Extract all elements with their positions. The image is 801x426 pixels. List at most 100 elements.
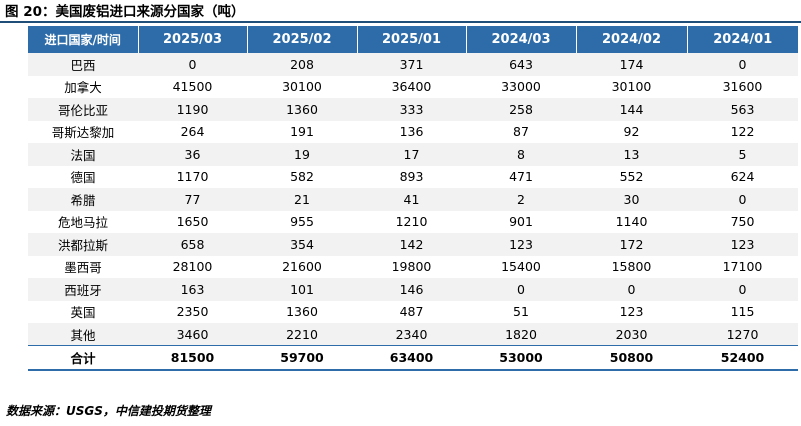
value-cell: 2350 <box>138 300 247 323</box>
value-cell: 15400 <box>466 255 576 278</box>
value-cell: 21600 <box>247 255 357 278</box>
value-cell: 30100 <box>247 75 357 98</box>
value-cell: 1270 <box>687 323 798 346</box>
column-header: 2025/03 <box>138 26 248 53</box>
value-cell: 264 <box>138 120 247 143</box>
value-cell: 101 <box>247 278 357 301</box>
value-cell: 1140 <box>576 210 687 233</box>
value-cell: 2030 <box>576 323 687 346</box>
column-header: 2024/03 <box>466 26 577 53</box>
value-cell: 0 <box>687 278 798 301</box>
value-cell: 0 <box>576 278 687 301</box>
value-cell: 28100 <box>138 255 247 278</box>
value-cell: 658 <box>138 233 247 256</box>
country-cell: 希腊 <box>28 188 138 211</box>
value-cell: 13 <box>576 143 687 166</box>
value-cell: 123 <box>466 233 576 256</box>
value-cell: 41500 <box>138 75 247 98</box>
value-cell: 1210 <box>357 210 466 233</box>
value-cell: 191 <box>247 120 357 143</box>
table-row: 希腊 77 21 41 2 30 0 <box>28 188 798 211</box>
value-cell: 146 <box>357 278 466 301</box>
value-cell: 1650 <box>138 210 247 233</box>
value-cell: 2340 <box>357 323 466 346</box>
value-cell: 0 <box>466 278 576 301</box>
value-cell: 563 <box>687 98 798 121</box>
value-cell: 643 <box>466 53 576 76</box>
value-cell: 21 <box>247 188 357 211</box>
value-cell: 142 <box>357 233 466 256</box>
value-cell: 77 <box>138 188 247 211</box>
value-cell: 5 <box>687 143 798 166</box>
value-cell: 17 <box>357 143 466 166</box>
value-cell: 333 <box>357 98 466 121</box>
country-cell: 哥伦比亚 <box>28 98 138 121</box>
table-row: 西班牙 163 101 146 0 0 0 <box>28 278 798 301</box>
value-cell: 144 <box>576 98 687 121</box>
total-cell: 50800 <box>576 345 687 371</box>
value-cell: 2210 <box>247 323 357 346</box>
value-cell: 750 <box>687 210 798 233</box>
country-cell: 洪都拉斯 <box>28 233 138 256</box>
value-cell: 17100 <box>687 255 798 278</box>
value-cell: 901 <box>466 210 576 233</box>
country-cell: 墨西哥 <box>28 255 138 278</box>
value-cell: 123 <box>687 233 798 256</box>
value-cell: 371 <box>357 53 466 76</box>
column-header: 2024/01 <box>687 26 798 53</box>
table-row: 哥伦比亚 1190 1360 333 258 144 563 <box>28 98 798 121</box>
value-cell: 15800 <box>576 255 687 278</box>
value-cell: 624 <box>687 165 798 188</box>
column-header: 2025/02 <box>247 26 358 53</box>
import-table: 进口国家/时间 2025/03 2025/02 2025/01 2024/03 … <box>28 26 798 371</box>
value-cell: 3460 <box>138 323 247 346</box>
column-header: 2025/01 <box>357 26 467 53</box>
value-cell: 163 <box>138 278 247 301</box>
total-label: 合计 <box>28 345 138 371</box>
value-cell: 123 <box>576 300 687 323</box>
value-cell: 2 <box>466 188 576 211</box>
value-cell: 1190 <box>138 98 247 121</box>
country-cell: 德国 <box>28 165 138 188</box>
total-cell: 81500 <box>138 345 247 371</box>
figure-title: 图 20：美国废铝进口来源分国家（吨） <box>5 4 245 20</box>
total-cell: 53000 <box>466 345 576 371</box>
country-cell: 西班牙 <box>28 278 138 301</box>
total-cell: 63400 <box>357 345 466 371</box>
value-cell: 174 <box>576 53 687 76</box>
value-cell: 19800 <box>357 255 466 278</box>
value-cell: 0 <box>138 53 247 76</box>
header-row: 进口国家/时间 2025/03 2025/02 2025/01 2024/03 … <box>28 26 798 53</box>
table-row: 危地马拉 1650 955 1210 901 1140 750 <box>28 210 798 233</box>
table-row: 德国 1170 582 893 471 552 624 <box>28 165 798 188</box>
country-cell: 法国 <box>28 143 138 166</box>
value-cell: 582 <box>247 165 357 188</box>
total-cell: 59700 <box>247 345 357 371</box>
value-cell: 92 <box>576 120 687 143</box>
table-row: 英国 2350 1360 487 51 123 115 <box>28 300 798 323</box>
source-note: 数据来源：USGS，中信建投期货整理 <box>6 404 211 418</box>
value-cell: 87 <box>466 120 576 143</box>
value-cell: 41 <box>357 188 466 211</box>
value-cell: 122 <box>687 120 798 143</box>
value-cell: 136 <box>357 120 466 143</box>
table-row: 哥斯达黎加 264 191 136 87 92 122 <box>28 120 798 143</box>
country-cell: 哥斯达黎加 <box>28 120 138 143</box>
table-row: 加拿大 41500 30100 36400 33000 30100 31600 <box>28 75 798 98</box>
table-row: 巴西 0 208 371 643 174 0 <box>28 53 798 76</box>
value-cell: 1170 <box>138 165 247 188</box>
table-row: 洪都拉斯 658 354 142 123 172 123 <box>28 233 798 256</box>
value-cell: 36 <box>138 143 247 166</box>
value-cell: 1820 <box>466 323 576 346</box>
value-cell: 955 <box>247 210 357 233</box>
value-cell: 115 <box>687 300 798 323</box>
value-cell: 31600 <box>687 75 798 98</box>
value-cell: 893 <box>357 165 466 188</box>
column-header-country: 进口国家/时间 <box>28 26 139 53</box>
value-cell: 258 <box>466 98 576 121</box>
column-header: 2024/02 <box>576 26 688 53</box>
value-cell: 471 <box>466 165 576 188</box>
value-cell: 8 <box>466 143 576 166</box>
country-cell: 加拿大 <box>28 75 138 98</box>
value-cell: 208 <box>247 53 357 76</box>
